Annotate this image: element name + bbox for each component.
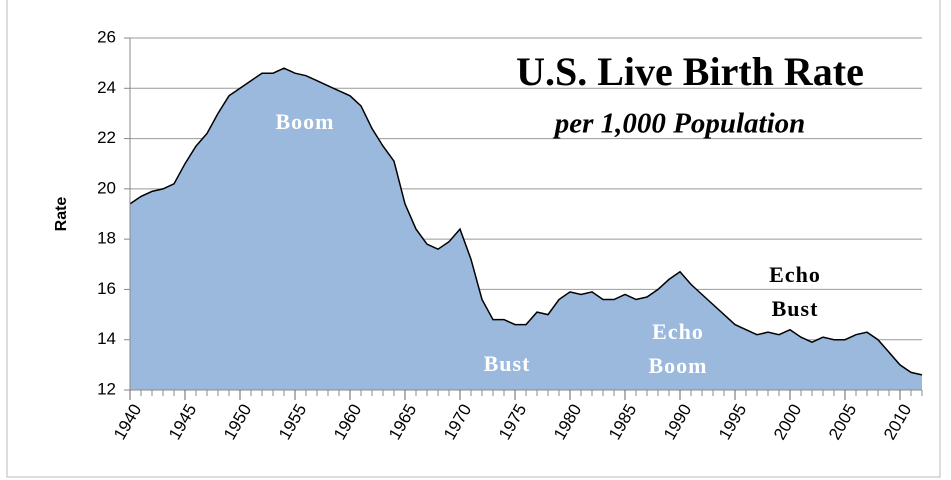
y-tick-label: 18: [97, 229, 116, 248]
annotation: Boom: [649, 353, 708, 378]
area-fill: [130, 68, 922, 390]
annotation: Bust: [772, 296, 819, 321]
y-tick-label: 22: [97, 128, 116, 147]
chart-subtitle: per 1,000 Population: [552, 108, 806, 140]
area-line: [129, 67, 923, 376]
annotation: Echo: [652, 319, 704, 344]
y-tick-label: 26: [97, 27, 116, 46]
y-tick-label: 20: [97, 178, 116, 197]
y-tick-label: 24: [97, 78, 116, 97]
annotation: Bust: [484, 351, 531, 376]
y-axis-label: Rate: [53, 197, 70, 232]
y-tick-label: 16: [97, 279, 116, 298]
y-tick-label: 12: [97, 379, 116, 398]
annotation: Boom: [276, 109, 335, 134]
chart-title: U.S. Live Birth Rate: [516, 49, 864, 94]
annotation: Echo: [769, 262, 821, 287]
y-tick-label: 14: [97, 329, 116, 348]
